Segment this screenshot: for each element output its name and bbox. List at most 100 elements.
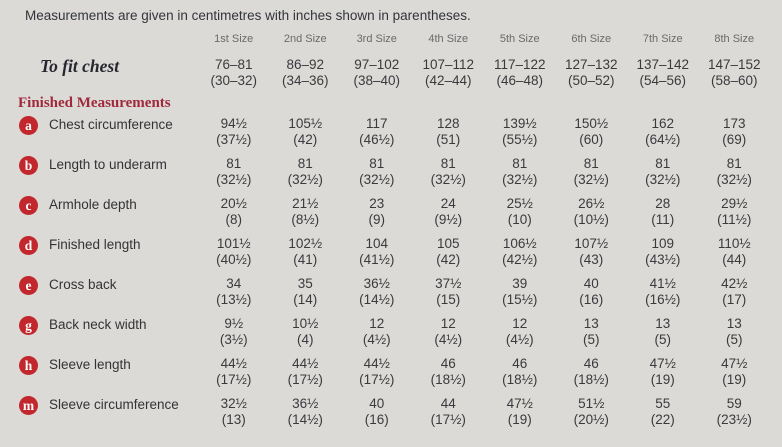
value-cell: 46 (18½): [484, 354, 556, 394]
value-cell: 36½ (14½): [270, 394, 342, 434]
cm-value: 44½: [363, 356, 390, 371]
inch-value: (17½): [287, 372, 323, 387]
fit-value-cell: 127–132 (50–52): [556, 48, 628, 92]
row-letter-badge: c: [19, 195, 38, 215]
value-cell: 44½ (17½): [198, 354, 270, 394]
value-cell: 46 (18½): [413, 354, 485, 394]
inch-value: (10½): [573, 212, 609, 227]
row-letter-badge: g: [19, 315, 38, 335]
row-label: Sleeve circumference: [49, 397, 179, 412]
cm-value: 40: [583, 276, 599, 291]
inch-value: (32½): [359, 172, 395, 187]
column-header: 3rd Size: [356, 33, 397, 45]
value-cell: 32½ (13): [198, 394, 270, 434]
value-cell: 59 (23½): [699, 394, 771, 434]
fit-value-cell: 117–122 (46–48): [484, 48, 556, 92]
inch-value: (42): [436, 252, 461, 267]
inch-value: (44): [722, 252, 747, 267]
inch-value: (9): [368, 212, 386, 227]
table-corner: [0, 26, 198, 48]
value-cell: 81 (32½): [556, 154, 628, 194]
measurement-note: Measurements are given in centimetres wi…: [25, 8, 471, 23]
inch-value: (9½): [434, 212, 463, 227]
inch-value: (37½): [216, 132, 252, 147]
inch-value: (32½): [645, 172, 681, 187]
cm-value: 47½: [721, 356, 748, 371]
row-label: Sleeve length: [49, 357, 131, 372]
value-cell: 128 (51): [413, 114, 485, 154]
inch-value: (18½): [430, 372, 466, 387]
fit-value-cell: 107–112 (42–44): [413, 48, 485, 92]
cm-value: 32½: [220, 396, 247, 411]
cm-value: 44: [440, 396, 456, 411]
value-cell: 47½ (19): [627, 354, 699, 394]
inch-value: (19): [650, 372, 675, 387]
row-letter-badge: b: [19, 155, 38, 175]
cm-value: 36½: [292, 396, 319, 411]
cm-value: 34: [226, 276, 242, 291]
inch-value: (32½): [716, 172, 752, 187]
row-label: Cross back: [49, 277, 117, 292]
value-cell: 13 (5): [556, 314, 628, 354]
fit-inch-value: (38–40): [353, 73, 401, 88]
inch-value: (8½): [291, 212, 320, 227]
cm-value: 81: [583, 156, 599, 171]
cm-value: 12: [512, 316, 528, 331]
cm-value: 39: [512, 276, 528, 291]
inch-value: (17½): [430, 412, 466, 427]
inch-value: (60): [579, 132, 604, 147]
cm-value: 104: [365, 236, 389, 251]
inch-value: (19): [722, 372, 747, 387]
column-header: 8th Size: [714, 33, 755, 45]
fit-inch-value: (42–44): [424, 73, 472, 88]
inch-value: (23½): [716, 412, 752, 427]
column-header: 4th Size: [428, 33, 469, 45]
value-cell: 40 (16): [341, 394, 413, 434]
fit-cm-value: 76–81: [214, 57, 253, 72]
cm-value: 51½: [578, 396, 605, 411]
value-cell: 117 (46½): [341, 114, 413, 154]
inch-value: (16): [579, 292, 604, 307]
value-cell: 94½ (37½): [198, 114, 270, 154]
inch-value: (20½): [573, 412, 609, 427]
inch-value: (4): [297, 332, 314, 347]
cm-value: 102½: [288, 236, 323, 251]
row-letter-badge: m: [19, 395, 38, 415]
cm-value: 117: [365, 116, 388, 131]
cm-value: 13: [655, 316, 671, 331]
column-header: 2nd Size: [283, 33, 327, 45]
cm-value: 21½: [292, 196, 319, 211]
cm-value: 10½: [292, 316, 319, 331]
cm-value: 24: [440, 196, 456, 211]
inch-value: (17): [722, 292, 747, 307]
cm-value: 46: [440, 356, 456, 371]
inch-value: (41): [293, 252, 318, 267]
row-label: Length to underarm: [49, 157, 167, 172]
inch-value: (10): [507, 212, 532, 227]
value-cell: 81 (32½): [341, 154, 413, 194]
inch-value: (40½): [216, 252, 252, 267]
value-cell: 44 (17½): [413, 394, 485, 434]
inch-value: (41½): [359, 252, 395, 267]
inch-value: (4½): [505, 332, 534, 347]
value-cell: 110½ (44): [699, 234, 771, 274]
inch-value: (42½): [502, 252, 538, 267]
cm-value: 47½: [649, 356, 676, 371]
cm-value: 12: [440, 316, 456, 331]
value-cell: 13 (5): [627, 314, 699, 354]
inch-value: (11½): [717, 212, 752, 227]
fit-inch-value: (54–56): [639, 73, 687, 88]
row-letter-badge: d: [19, 235, 38, 255]
fit-cm-value: 147–152: [707, 57, 761, 72]
value-cell: 34 (13½): [198, 274, 270, 314]
value-cell: 24 (9½): [413, 194, 485, 234]
fit-inch-value: (46–48): [496, 73, 544, 88]
fit-value-cell: 86–92 (34–36): [270, 48, 342, 92]
inch-value: (32½): [502, 172, 538, 187]
value-cell: 104 (41½): [341, 234, 413, 274]
row-letter-badge: a: [19, 115, 38, 135]
cm-value: 47½: [506, 396, 533, 411]
fit-value-cell: 76–81 (30–32): [198, 48, 270, 92]
table-row-label-cell: c Armhole depth: [0, 194, 198, 234]
inch-value: (4½): [362, 332, 391, 347]
